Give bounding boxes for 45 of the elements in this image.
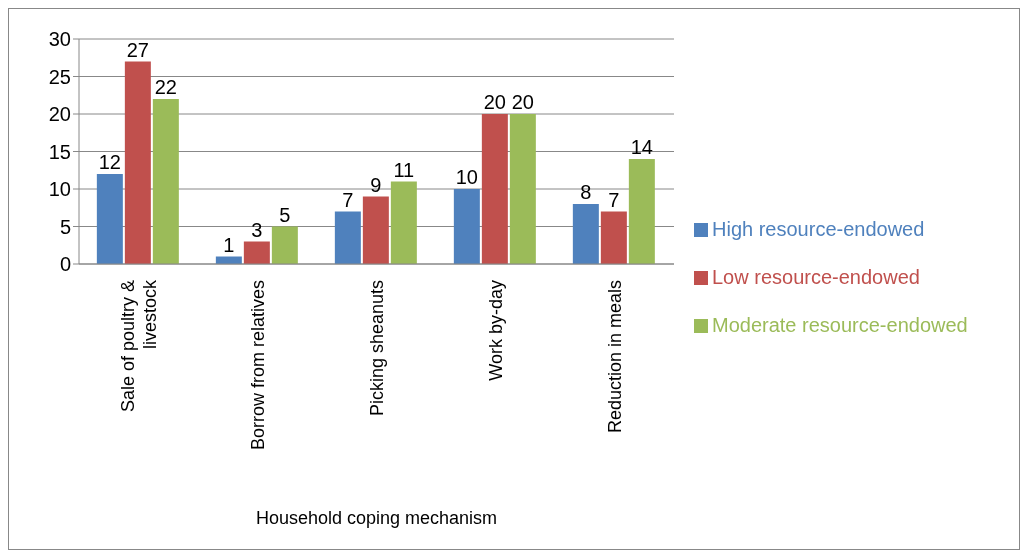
data-label: 9	[370, 173, 382, 196]
y-tick-label: 15	[48, 140, 71, 163]
bar	[362, 196, 389, 264]
bar	[481, 114, 508, 264]
y-tick-label: 25	[48, 65, 71, 88]
data-label: 5	[279, 203, 291, 226]
bar	[271, 226, 298, 264]
y-tick-label: 30	[48, 28, 71, 51]
bar	[152, 99, 179, 264]
y-tick-label: 0	[59, 253, 71, 276]
data-label: 8	[580, 181, 592, 203]
legend-label: Low resource-endowed	[712, 265, 920, 288]
data-label: 7	[608, 188, 620, 211]
x-tick-label: Reduction in meals	[604, 280, 625, 434]
data-label: 22	[154, 76, 177, 98]
data-label: 11	[393, 158, 415, 181]
y-tick-label: 10	[48, 178, 71, 201]
x-tick-label: Sale of poultry & livestock	[117, 279, 160, 413]
data-label: 20	[483, 91, 506, 113]
x-tick-label: Borrow from relatives	[247, 280, 268, 451]
bar	[600, 211, 627, 264]
x-tick-label: Work by-day	[485, 280, 506, 381]
bar	[334, 211, 361, 264]
data-label: 12	[98, 151, 121, 173]
x-axis-title: Household coping mechanism	[255, 508, 498, 528]
x-tick-label: Picking sheanuts	[366, 280, 387, 417]
bar	[628, 159, 655, 264]
bar	[243, 241, 270, 264]
data-label: 20	[511, 91, 534, 113]
bar	[96, 174, 123, 264]
bar	[390, 181, 417, 264]
bar	[509, 114, 536, 264]
data-label: 14	[630, 136, 653, 158]
data-label: 10	[455, 166, 478, 188]
data-label: 27	[126, 38, 149, 61]
legend-label: Moderate resource-endowed	[712, 313, 968, 336]
data-label: 3	[251, 218, 263, 241]
data-label: 7	[342, 188, 354, 211]
y-tick-label: 5	[59, 215, 71, 238]
bar	[124, 61, 151, 264]
bar	[572, 204, 599, 264]
bar	[453, 189, 480, 264]
y-tick-label: 20	[48, 103, 71, 126]
data-label: 1	[223, 233, 235, 256]
legend-label: High resource-endowed	[712, 217, 925, 240]
